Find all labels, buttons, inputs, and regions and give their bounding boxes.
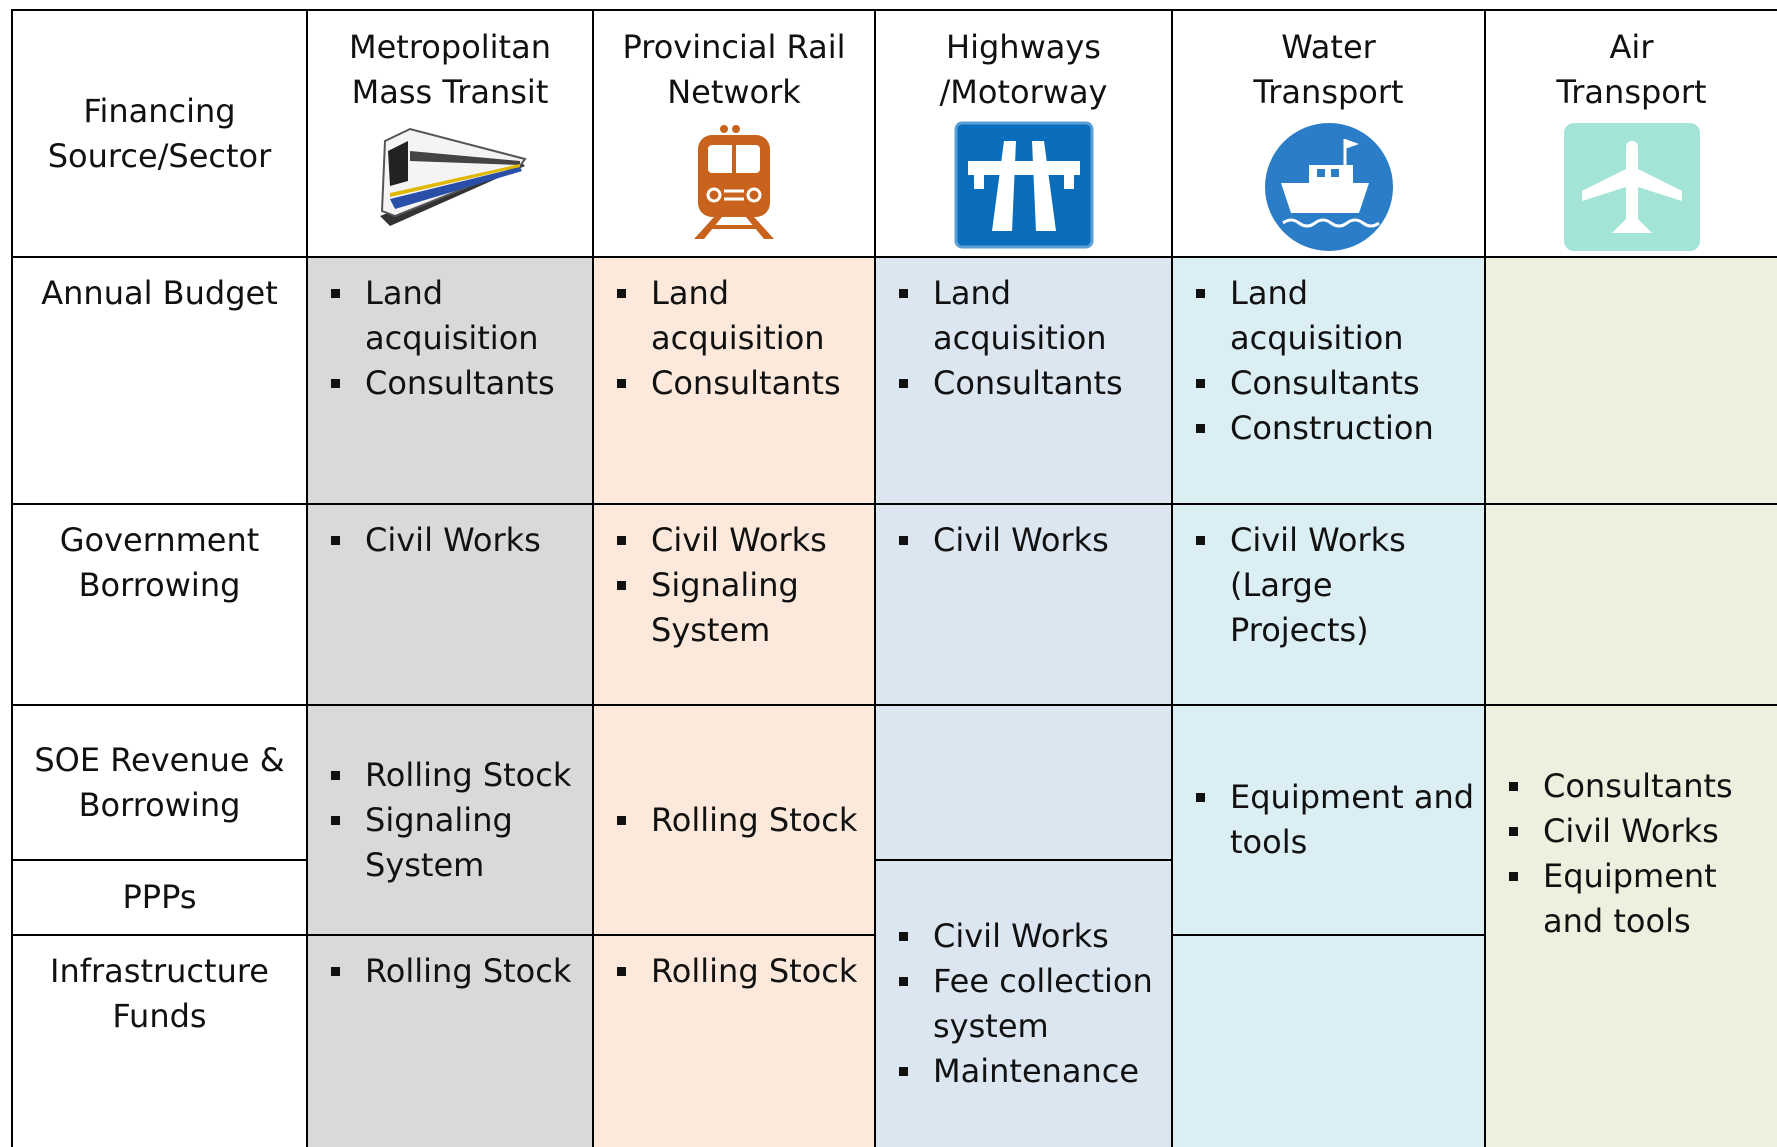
header-line: Transport — [1253, 73, 1404, 111]
header-line: Metropolitan — [349, 28, 551, 66]
sector-cell: Civil Works Signaling System — [592, 503, 874, 704]
list-item: Rolling Stock — [331, 949, 584, 994]
row-label-text: Annual Budget — [41, 274, 278, 312]
item-list: Equipment and tools — [1173, 775, 1484, 865]
column-header: Water Transport — [1171, 9, 1484, 256]
list-item: Land acquisition — [331, 271, 584, 361]
header-line: Provincial Rail — [622, 28, 846, 66]
list-item: Fee collection system — [899, 959, 1163, 1049]
rail-icon — [694, 125, 774, 239]
row-label: SOE Revenue & Borrowing — [11, 704, 306, 859]
column-header: Metropolitan Mass Transit — [306, 9, 592, 256]
item-list: Rolling Stock — [594, 949, 874, 994]
column-header: Air Transport — [1484, 9, 1777, 256]
list-item: Consultants — [617, 361, 866, 406]
sector-cell — [1484, 503, 1777, 704]
row-label: PPPs — [11, 859, 306, 934]
list-item: Rolling Stock — [617, 798, 866, 843]
list-item: Consultants — [1509, 764, 1769, 809]
header-line: Water — [1281, 28, 1376, 66]
list-item: Maintenance — [899, 1049, 1163, 1094]
item-list: Civil Works — [308, 518, 592, 563]
item-list: Land acquisition Consultants — [594, 271, 874, 406]
item-list: Consultants Civil Works Equipment and tool… — [1486, 764, 1777, 944]
column-header: Highways/Motorway — [874, 9, 1171, 256]
corner-header: Financing Source/Sector — [11, 9, 306, 256]
row-label: Infrastructure Funds — [11, 934, 306, 1147]
item-list: Land acquisition Consultants — [308, 271, 592, 406]
row-label: Government Borrowing — [11, 503, 306, 704]
header-line: Source/Sector — [47, 136, 272, 175]
item-list: Civil Works — [876, 518, 1171, 563]
sector-cell: Land acquisition Consultants Construction — [1171, 256, 1484, 503]
header-line: Mass Transit — [351, 73, 549, 111]
header-line: Financing — [83, 91, 236, 130]
item-list: Civil Works Signaling System — [594, 518, 874, 653]
list-item: Equipment and tools — [1196, 775, 1476, 865]
list-item: Land acquisition — [617, 271, 866, 361]
list-item: Civil Works — [331, 518, 584, 563]
sector-cell — [1484, 256, 1777, 503]
list-item: Civil Works (Large Projects) — [1196, 518, 1476, 653]
row-label-text: PPPs — [122, 878, 197, 916]
list-item: Equipment and tools — [1509, 854, 1769, 944]
list-item: Signaling System — [331, 798, 584, 888]
item-list: Rolling Stock — [308, 949, 592, 994]
row-label: Annual Budget — [11, 256, 306, 503]
list-item: Signaling System — [617, 563, 866, 653]
sector-cell: Civil Works — [306, 503, 592, 704]
highway-icon — [954, 121, 1093, 249]
sector-cell: Land acquisition Consultants — [874, 256, 1171, 503]
sector-cell: Civil Works Fee collection system Maintena… — [874, 859, 1171, 1147]
air-icon — [1563, 123, 1700, 251]
sector-cell: Civil Works (Large Projects) — [1171, 503, 1484, 704]
list-item: Construction — [1196, 406, 1476, 451]
sector-cell: Land acquisition Consultants — [306, 256, 592, 503]
sector-cell: Rolling Stock — [592, 934, 874, 1147]
row-label-text: Government Borrowing — [59, 521, 260, 604]
item-list: Rolling Stock Signaling System — [308, 753, 592, 888]
list-item: Land acquisition — [1196, 271, 1476, 361]
list-item: Civil Works — [617, 518, 866, 563]
item-list: Land acquisition Consultants Construction — [1173, 271, 1484, 451]
header-line: Highways — [946, 28, 1101, 66]
list-item: Civil Works — [899, 518, 1163, 563]
header-line: Network — [667, 73, 801, 111]
sector-cell: Consultants Civil Works Equipment and tool… — [1484, 704, 1777, 1147]
header-line: /Motorway — [939, 73, 1108, 111]
header-line: Air — [1609, 28, 1654, 66]
water-icon — [1264, 123, 1393, 251]
header-line: Transport — [1556, 73, 1707, 111]
list-item: Civil Works — [1509, 809, 1769, 854]
list-item: Consultants — [1196, 361, 1476, 406]
item-list: Rolling Stock — [594, 798, 874, 843]
sector-cell — [874, 704, 1171, 859]
sector-cell: Rolling Stock — [592, 704, 874, 934]
list-item: Consultants — [899, 361, 1163, 406]
item-list: Land acquisition Consultants — [876, 271, 1171, 406]
row-label-text: Infrastructure Funds — [50, 952, 269, 1035]
sector-cell: Civil Works — [874, 503, 1171, 704]
list-item: Civil Works — [899, 914, 1163, 959]
list-item: Rolling Stock — [331, 753, 584, 798]
row-label-text: SOE Revenue & Borrowing — [34, 740, 285, 824]
item-list: Civil Works (Large Projects) — [1173, 518, 1484, 653]
list-item: Land acquisition — [899, 271, 1163, 361]
sector-cell — [1171, 934, 1484, 1147]
sector-cell: Rolling Stock — [306, 934, 592, 1147]
column-header: Provincial Rail Network — [592, 9, 874, 256]
sector-cell: Rolling Stock Signaling System — [306, 704, 592, 934]
list-item: Consultants — [331, 361, 584, 406]
metro-icon — [380, 127, 527, 226]
item-list: Civil Works Fee collection system Maintena… — [876, 914, 1171, 1094]
list-item: Rolling Stock — [617, 949, 866, 994]
sector-cell: Equipment and tools — [1171, 704, 1484, 934]
sector-cell: Land acquisition Consultants — [592, 256, 874, 503]
